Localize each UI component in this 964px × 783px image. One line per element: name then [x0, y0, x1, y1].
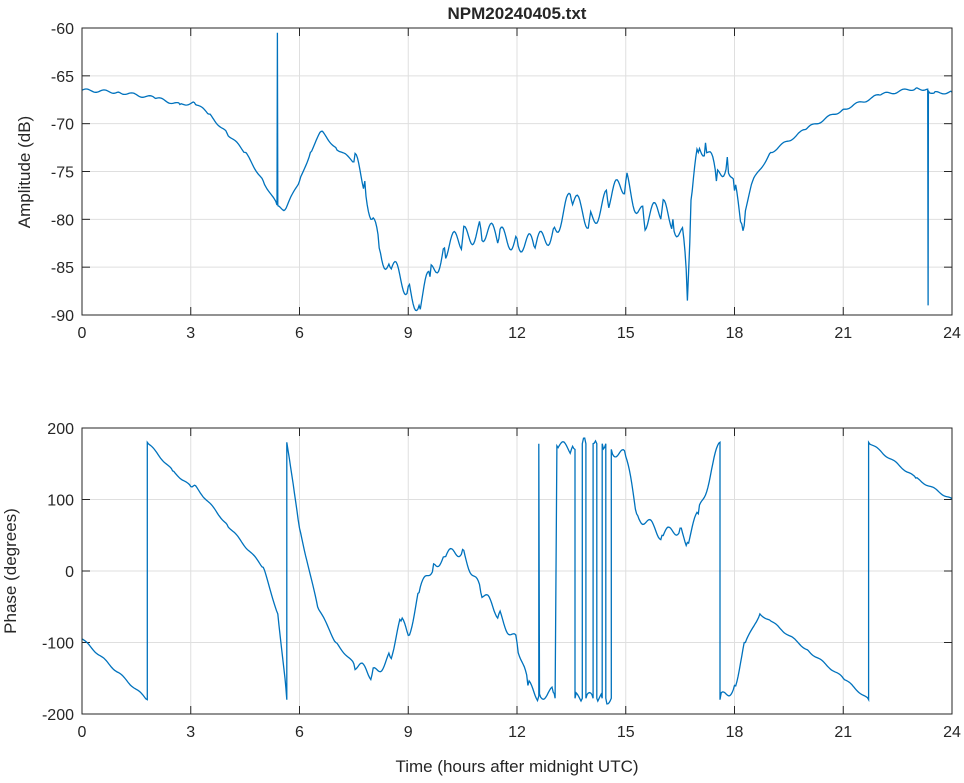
data-line: [81, 32, 953, 312]
x-tick-label: 6: [295, 325, 304, 342]
x-axis-label: Time (hours after midnight UTC): [395, 757, 638, 776]
x-tick-label: 0: [78, 724, 87, 741]
x-tick-label: 0: [78, 325, 87, 342]
phase-plot: 0 3 6 9 12 15 18 21 24 200 100 0 -100 -200: [42, 421, 961, 741]
y-tick-label: -200: [42, 707, 74, 724]
data-line: [81, 437, 953, 705]
y-tick-label: -75: [51, 165, 74, 182]
x-tick-label: 12: [508, 724, 526, 741]
y-axis-label-phase: Phase (degrees): [1, 508, 20, 634]
x-tick-label: 9: [404, 325, 413, 342]
x-tick-label: 6: [295, 724, 304, 741]
y-tick-label: -85: [51, 260, 74, 277]
x-tick-label: 21: [834, 325, 852, 342]
y-tick-label: -70: [51, 117, 74, 134]
x-tick-label: 3: [186, 724, 195, 741]
y-axis-label-amplitude: Amplitude (dB): [15, 116, 34, 228]
plot-frame: [81, 27, 953, 316]
x-tick-label: 9: [404, 724, 413, 741]
x-tick-label: 21: [834, 724, 852, 741]
y-tick-label: 0: [65, 564, 74, 581]
x-tick-label: 24: [943, 325, 961, 342]
x-tick-label: 12: [508, 325, 526, 342]
x-tick-label: 24: [943, 724, 961, 741]
y-tick-label: -60: [51, 21, 74, 38]
x-tick-label: 18: [726, 724, 744, 741]
y-tick-label: -80: [51, 212, 74, 229]
y-tick-label: 100: [47, 493, 74, 510]
y-tick-label: -90: [51, 308, 74, 325]
x-tick-label: 15: [617, 724, 635, 741]
plot-frame: [81, 427, 953, 715]
x-tick-label: 3: [186, 325, 195, 342]
y-tick-label: -65: [51, 69, 74, 86]
amplitude-plot: 0 3 6 9 12 15 18 21 24 -60 -65 -70 -75 -80 -85 -90: [51, 21, 961, 342]
x-tick-label: 15: [617, 325, 635, 342]
y-tick-label: -100: [42, 636, 74, 653]
chart-title: NPM20240405.txt: [448, 4, 587, 23]
x-tick-label: 18: [726, 325, 744, 342]
y-tick-label: 200: [47, 421, 74, 438]
